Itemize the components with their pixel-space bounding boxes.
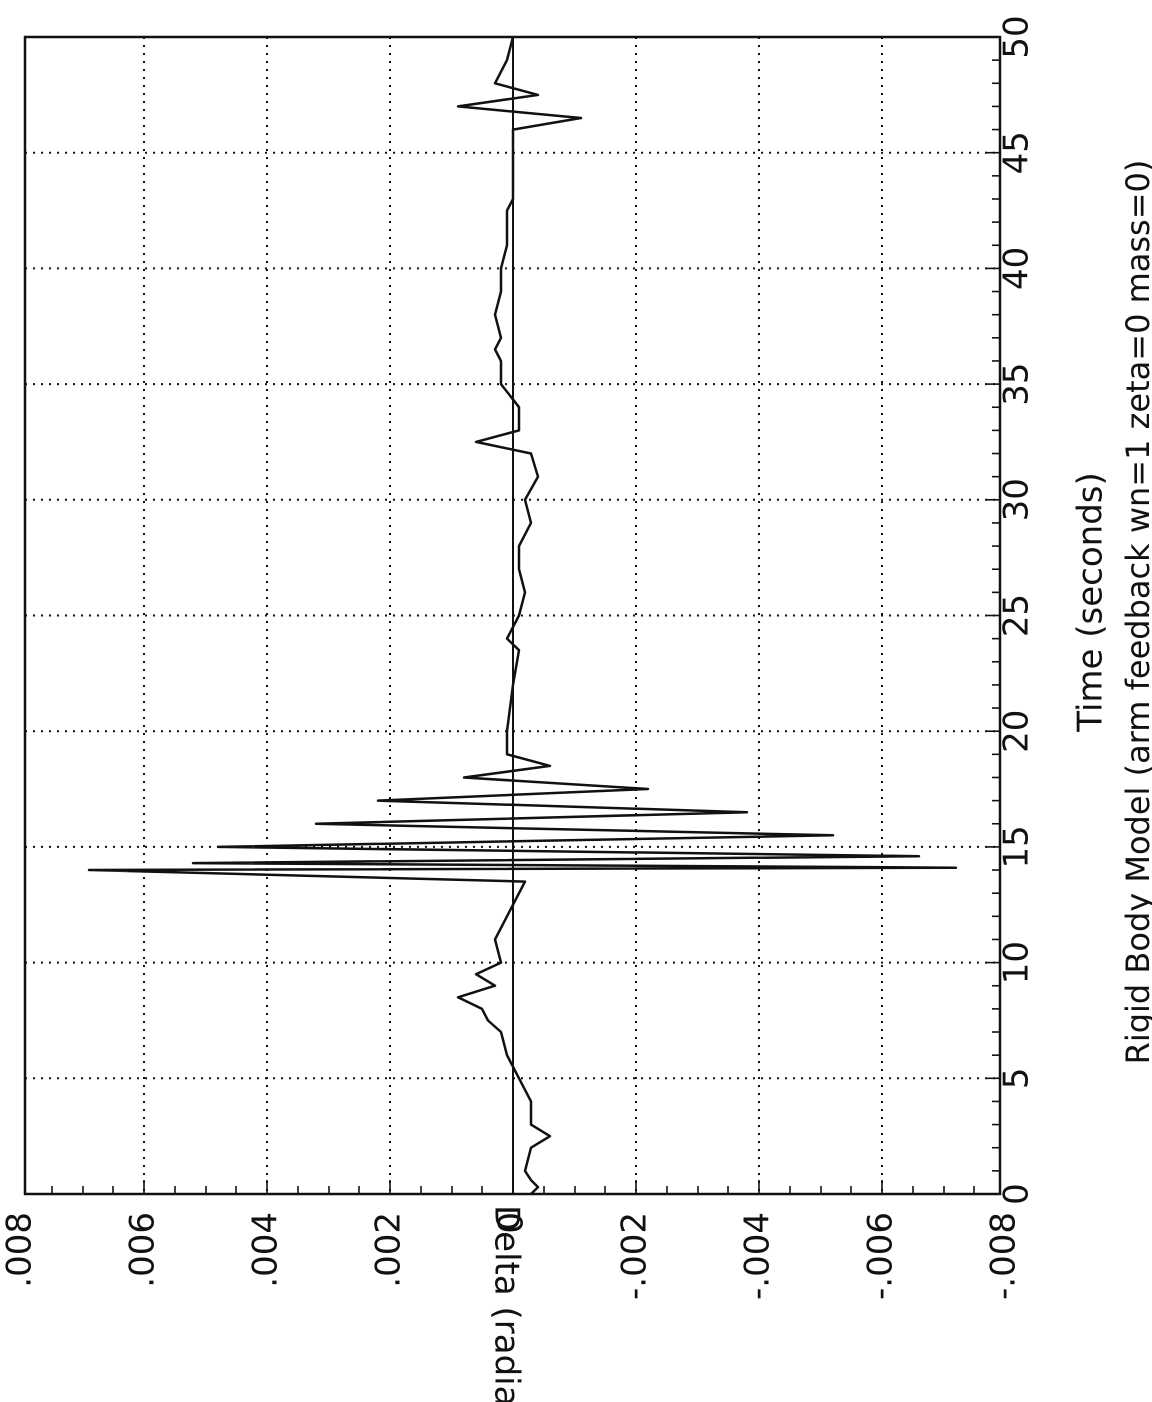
x-tick-label: 30	[997, 478, 1037, 521]
x-tick-label: 5	[997, 1067, 1037, 1089]
x-tick-label: 10	[997, 941, 1037, 984]
y-tick-label: .002	[369, 1212, 409, 1288]
y-tick-label: .008	[0, 1212, 40, 1288]
x-axis-label: Time (seconds)	[1071, 472, 1111, 733]
x-tick-label: 15	[997, 825, 1037, 868]
x-tick-label: 40	[997, 247, 1037, 290]
series-layer	[87, 36, 958, 1195]
y-tick-label: .004	[246, 1212, 286, 1288]
x-tick-label: 45	[997, 131, 1037, 174]
y-tick-label: -.002	[615, 1212, 655, 1300]
series-line	[87, 36, 958, 1195]
y-tick-label: -.004	[738, 1212, 778, 1300]
x-tick-label: 35	[997, 362, 1037, 405]
y-tick-label: -.006	[861, 1212, 901, 1300]
y-tick-label: -.008	[984, 1212, 1024, 1300]
x-tick-label: 0	[997, 1183, 1037, 1205]
chart-caption: Rigid Body Model (arm feedback wn=1 zeta…	[1119, 160, 1152, 1065]
tick-labels: 0 5 10 15 20 25 30 35 40 45 50 .008 .006 .004 .002 0 -.0…	[0, 15, 1037, 1300]
x-tick-label: 20	[997, 710, 1037, 753]
y-tick-label: 0	[492, 1212, 532, 1234]
x-tick-label: 50	[997, 15, 1037, 58]
y-tick-label: .006	[123, 1212, 163, 1288]
x-tick-label: 25	[997, 594, 1037, 637]
y-axis-label: Delta (radians)	[487, 1205, 527, 1402]
ticks	[51, 36, 1000, 1195]
